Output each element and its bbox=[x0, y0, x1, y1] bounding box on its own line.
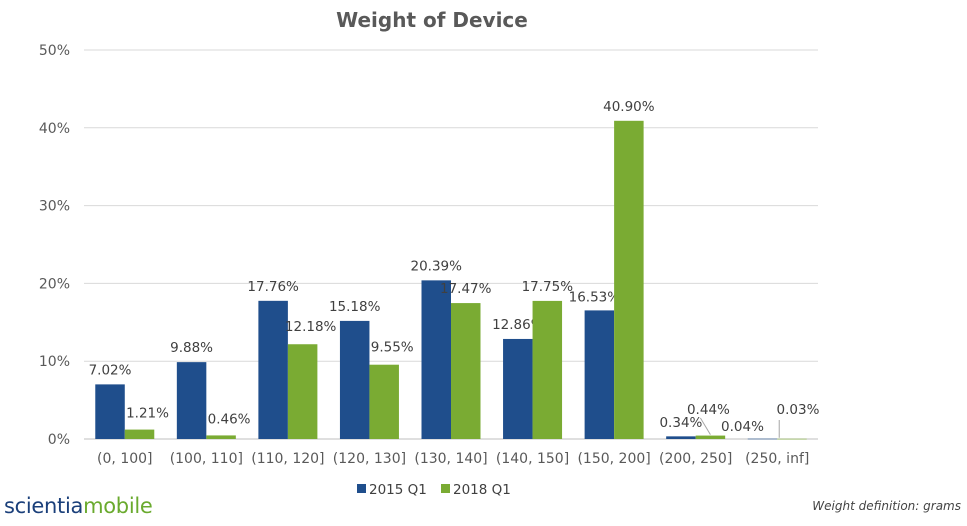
data-label: 12.18% bbox=[285, 319, 337, 335]
legend-swatch bbox=[441, 484, 450, 493]
logo-text-mobile: mobile bbox=[83, 494, 153, 518]
bar-2015 bbox=[503, 338, 533, 439]
y-tick-label: 50% bbox=[39, 43, 70, 59]
bar-2018 bbox=[451, 303, 481, 439]
weight-definition-note: Weight definition: grams bbox=[812, 499, 961, 513]
x-tick-label: (200, 250] bbox=[659, 451, 732, 467]
x-tick-label: (0, 100] bbox=[97, 451, 152, 467]
data-label: 16.53% bbox=[569, 289, 621, 305]
bar-2015 bbox=[747, 438, 778, 440]
x-tick-label: (120, 130] bbox=[333, 451, 406, 467]
data-label: 15.18% bbox=[329, 299, 381, 315]
bar-2015 bbox=[584, 310, 615, 439]
legend-swatch bbox=[357, 484, 366, 493]
data-label: 17.47% bbox=[440, 281, 492, 297]
data-label: 0.34% bbox=[659, 415, 702, 431]
y-tick-label: 40% bbox=[39, 121, 70, 137]
bar-2015 bbox=[258, 300, 288, 439]
data-label: 20.39% bbox=[411, 258, 463, 274]
bar-2018 bbox=[532, 300, 563, 439]
data-label: 1.21% bbox=[126, 406, 169, 422]
bar-2018 bbox=[614, 120, 644, 439]
bar-2015 bbox=[339, 320, 370, 439]
bar-2018 bbox=[206, 435, 236, 439]
x-tick-label: (110, 120] bbox=[251, 451, 324, 467]
bar-2018 bbox=[124, 429, 155, 439]
leader-line bbox=[699, 417, 711, 435]
x-tick-label: (100, 110] bbox=[170, 451, 243, 467]
data-label: 0.03% bbox=[777, 402, 820, 418]
y-tick-label: 0% bbox=[48, 432, 70, 448]
bar-2015 bbox=[421, 280, 451, 439]
legend-label: 2015 Q1 bbox=[369, 482, 427, 498]
data-label: 40.90% bbox=[603, 99, 655, 115]
bar-2015 bbox=[95, 384, 125, 439]
data-label: 17.76% bbox=[247, 279, 299, 295]
bar-2015 bbox=[176, 362, 207, 439]
x-tick-label: (250, inf] bbox=[745, 451, 809, 467]
scientiamobile-logo: scientiamobile bbox=[4, 494, 153, 518]
bar-2018 bbox=[287, 344, 318, 439]
x-tick-label: (130, 140] bbox=[414, 451, 487, 467]
data-label: 0.04% bbox=[721, 419, 764, 435]
bar-2018 bbox=[777, 438, 807, 440]
y-tick-label: 30% bbox=[39, 199, 70, 215]
x-tick-label: (140, 150] bbox=[496, 451, 569, 467]
data-label: 9.55% bbox=[371, 340, 414, 356]
legend-label: 2018 Q1 bbox=[453, 482, 511, 498]
logo-text-scientia: scientia bbox=[4, 494, 84, 518]
data-label: 17.75% bbox=[522, 279, 574, 295]
x-tick-label: (150, 200] bbox=[577, 451, 650, 467]
bar-2015 bbox=[666, 436, 696, 439]
y-tick-label: 10% bbox=[39, 354, 70, 370]
y-tick-label: 20% bbox=[39, 276, 70, 292]
data-label: 12.86% bbox=[492, 317, 544, 333]
data-label: 7.02% bbox=[89, 362, 132, 378]
data-label: 9.88% bbox=[170, 340, 213, 356]
data-label: 0.46% bbox=[208, 411, 251, 427]
bar-2018 bbox=[369, 364, 399, 439]
chart-title: Weight of Device bbox=[336, 8, 528, 32]
data-label: 0.44% bbox=[687, 402, 730, 418]
bar-2018 bbox=[695, 435, 726, 439]
